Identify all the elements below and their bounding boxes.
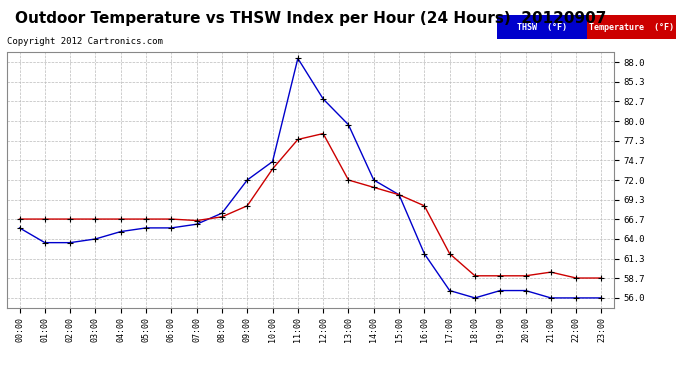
Text: THSW  (°F): THSW (°F) xyxy=(517,22,566,32)
Text: Temperature  (°F): Temperature (°F) xyxy=(589,22,674,32)
Text: Copyright 2012 Cartronics.com: Copyright 2012 Cartronics.com xyxy=(7,38,163,46)
Text: Outdoor Temperature vs THSW Index per Hour (24 Hours)  20120907: Outdoor Temperature vs THSW Index per Ho… xyxy=(14,11,607,26)
